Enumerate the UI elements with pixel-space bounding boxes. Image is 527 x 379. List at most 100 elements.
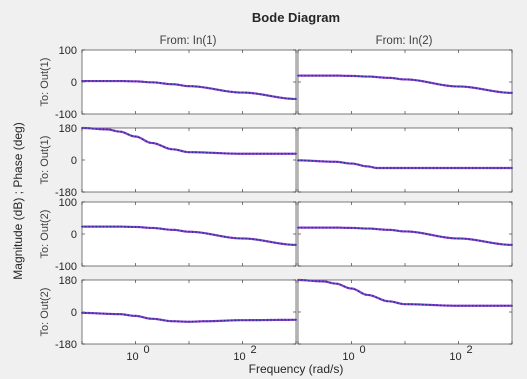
series-marker [95, 80, 98, 82]
row-label: To: Out(1) [39, 136, 51, 185]
series-marker [252, 92, 255, 95]
series-marker [297, 226, 299, 229]
series-marker [479, 239, 481, 242]
series-markers [81, 225, 297, 246]
series-marker [81, 80, 83, 82]
series-marker [379, 167, 381, 169]
series-marker [411, 167, 414, 169]
series-marker [248, 152, 251, 155]
series-marker [284, 318, 287, 321]
series-marker [188, 230, 190, 233]
series-marker [436, 83, 438, 85]
series-marker [255, 319, 258, 322]
chart-title: Bode Diagram [252, 10, 340, 25]
series-marker [141, 316, 144, 318]
series-marker [300, 74, 303, 77]
series-marker [350, 287, 353, 290]
series-marker [198, 151, 201, 154]
series-marker [213, 152, 215, 154]
series-marker [347, 162, 349, 165]
series-marker [357, 75, 360, 78]
series-marker [407, 78, 410, 81]
series-marker [202, 86, 205, 89]
series-marker [145, 140, 148, 143]
series-marker [450, 237, 453, 240]
series-marker [277, 152, 280, 155]
series-marker [450, 304, 453, 307]
series-marker [141, 138, 144, 141]
series-marker [238, 152, 240, 155]
series-marker [270, 319, 272, 321]
series-marker [109, 80, 112, 82]
series-marker [177, 149, 180, 151]
series-marker [98, 128, 101, 131]
x-tick-exponent: 2 [251, 344, 257, 356]
series-marker [291, 243, 294, 246]
series-marker [297, 159, 299, 162]
series-marker [238, 91, 240, 94]
series-marker [84, 225, 87, 228]
series-marker [493, 242, 496, 245]
series-marker [322, 160, 324, 163]
series-marker [216, 152, 219, 154]
series-marker [339, 74, 342, 77]
x-axis-label: Frequency (rad/s) [249, 362, 344, 376]
series-marker [238, 319, 240, 322]
series-marker [400, 230, 403, 233]
series-marker [489, 304, 492, 307]
row-label: To: Out(2) [39, 288, 51, 337]
series-marker [188, 320, 190, 323]
series-marker [263, 319, 265, 321]
series-marker [375, 228, 378, 230]
series-marker [131, 226, 133, 228]
series-marker [280, 318, 283, 321]
series-marker [332, 160, 335, 163]
series-marker [270, 241, 272, 243]
series-marker [475, 87, 478, 90]
y-tick-label: -100 [55, 261, 77, 273]
series-marker [429, 167, 431, 169]
series-marker [354, 163, 356, 165]
series-marker [95, 127, 98, 130]
series-marker [134, 135, 137, 138]
series-marker [372, 75, 374, 78]
series-marker [379, 228, 381, 231]
series-marker [436, 304, 438, 307]
series-marker [322, 280, 324, 283]
series-marker [479, 87, 481, 90]
series-marker [454, 304, 456, 307]
series-marker [407, 167, 410, 169]
series-marker [220, 152, 223, 155]
series-marker [91, 312, 94, 315]
series-marker [148, 317, 151, 320]
series-marker [314, 74, 317, 77]
series-marker [120, 80, 123, 82]
series-marker [116, 130, 119, 133]
series-marker [432, 167, 435, 169]
y-tick-label: 180 [59, 123, 77, 135]
subplot-axes [297, 201, 513, 267]
series-marker [270, 95, 272, 97]
series-marker [223, 90, 226, 92]
series-marker [241, 237, 244, 240]
series-marker [273, 241, 276, 244]
series-marker [287, 152, 290, 155]
x-tick-labels: 10 0 10 2 10 0 10 2 [126, 344, 472, 363]
series-marker [400, 302, 403, 305]
series-marker [205, 232, 208, 235]
series-marker [482, 304, 485, 307]
series-marker [432, 82, 435, 85]
series-marker [280, 242, 283, 245]
series-marker [368, 294, 371, 296]
series-marker [382, 76, 385, 79]
series-marker [145, 317, 148, 319]
series-marker [300, 226, 303, 229]
series-marker [273, 152, 276, 155]
series-marker [152, 317, 155, 320]
series-marker [375, 76, 378, 78]
series-marker [350, 75, 353, 77]
series-marker [98, 225, 101, 228]
series-marker [123, 80, 126, 83]
series-marker [216, 88, 219, 91]
series-marker [270, 152, 272, 155]
